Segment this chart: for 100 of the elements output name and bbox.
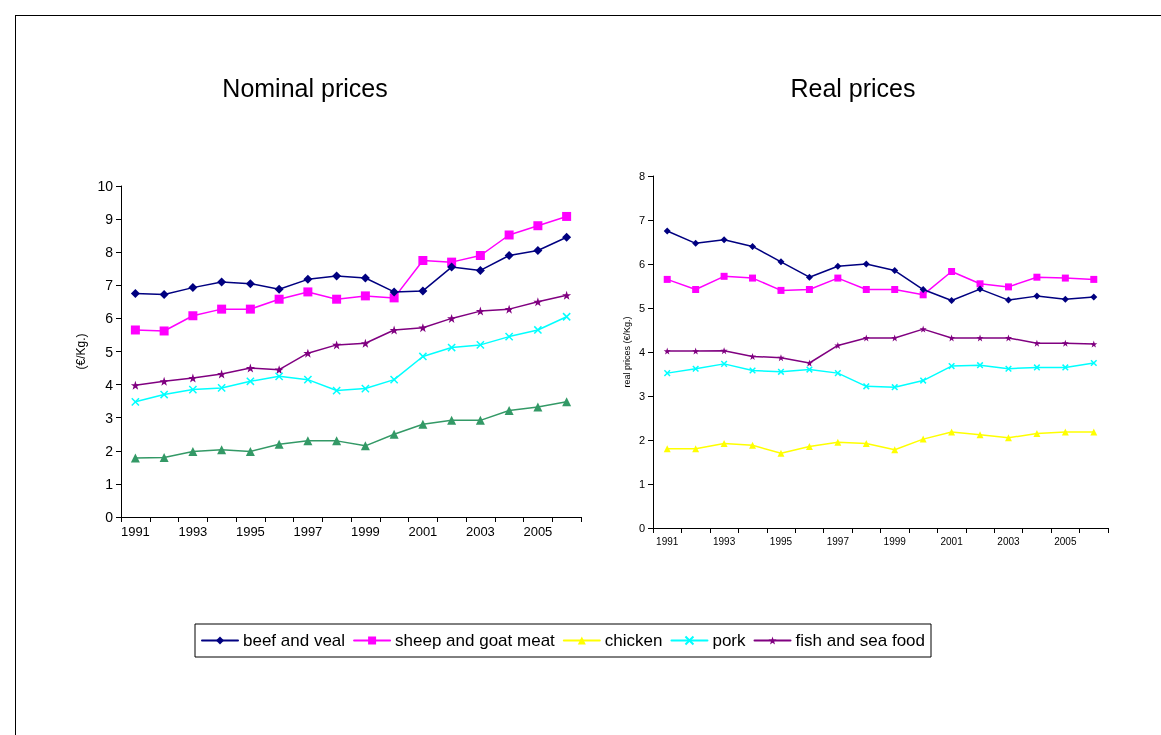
point (891, 334, 899, 342)
point (447, 343, 456, 352)
point (274, 371, 284, 381)
point (834, 438, 842, 446)
point (749, 441, 757, 449)
point (217, 304, 227, 314)
point (389, 287, 399, 297)
y-tick-label: 8 (105, 244, 114, 261)
y-tick-label: 7 (638, 214, 645, 226)
point (130, 325, 140, 335)
point (476, 340, 485, 350)
point (1061, 428, 1069, 436)
x-tick-label: 1997 (293, 524, 323, 539)
point (159, 452, 169, 462)
chart-title: Nominal prices (222, 73, 388, 102)
point (749, 242, 757, 250)
point (976, 285, 984, 293)
point (663, 347, 671, 355)
point (159, 326, 169, 336)
point (389, 375, 399, 384)
point (720, 272, 728, 280)
point (504, 405, 514, 415)
x-tick-label: 2001 (940, 535, 964, 547)
point (159, 376, 169, 386)
point (948, 267, 956, 275)
point (332, 386, 341, 395)
point (948, 334, 956, 342)
point (777, 449, 785, 457)
point (130, 289, 140, 299)
point (1090, 275, 1098, 283)
point (1004, 283, 1012, 291)
y-tick-label: 2 (105, 442, 114, 459)
point (1033, 273, 1041, 281)
point (504, 332, 514, 341)
point (692, 239, 700, 247)
point (389, 429, 399, 439)
y-tick-label: 6 (638, 258, 645, 270)
point (274, 284, 284, 294)
point (692, 286, 700, 294)
point (475, 251, 485, 261)
point (533, 402, 543, 412)
y-tick-label: 3 (638, 390, 645, 402)
x-tick-label: 1995 (235, 524, 265, 539)
y-tick-label: 5 (105, 343, 114, 360)
y-tick-label: 0 (105, 509, 114, 525)
point (303, 348, 313, 358)
point (976, 431, 984, 439)
point (862, 260, 870, 268)
legend-label: chicken (604, 631, 663, 650)
point (805, 443, 813, 451)
point (303, 274, 313, 284)
point (919, 286, 927, 294)
point (862, 440, 870, 448)
point (891, 286, 899, 294)
point (1033, 339, 1041, 347)
x-tick-label: 1993 (178, 524, 208, 539)
point (919, 325, 927, 333)
point (562, 290, 572, 300)
point (749, 352, 757, 360)
x-tick-label: 1995 (769, 535, 793, 547)
point (533, 221, 543, 231)
point (533, 325, 543, 335)
point (217, 277, 227, 287)
point (692, 365, 700, 373)
point (805, 286, 813, 294)
point (862, 382, 870, 390)
point (1004, 296, 1012, 304)
point (303, 287, 313, 297)
y-axis-title: real prices (€/Kg.) (621, 316, 632, 388)
point (1061, 339, 1069, 347)
point (188, 283, 198, 293)
point (720, 347, 728, 355)
y-tick-label: 5 (638, 302, 645, 314)
point (130, 453, 140, 463)
point (777, 354, 785, 362)
point (159, 290, 169, 300)
point (130, 380, 140, 390)
point (562, 211, 572, 221)
y-tick-label: 4 (638, 346, 645, 358)
point (504, 230, 514, 240)
point (159, 390, 169, 399)
point (834, 262, 842, 270)
point (720, 440, 728, 448)
point (1090, 293, 1098, 301)
point (1090, 340, 1098, 348)
x-tick-label: 1991 (656, 535, 679, 547)
legend-label: beef and veal (243, 631, 346, 650)
y-tick-label: 1 (105, 475, 114, 492)
point (1033, 429, 1041, 437)
x-tick-label: 2003 (465, 524, 495, 539)
point (720, 360, 728, 368)
y-tick-label: 9 (105, 211, 114, 228)
point (777, 258, 785, 266)
y-tick-label: 6 (105, 310, 114, 327)
y-tick-label: 7 (105, 277, 114, 294)
x-tick-label: 1999 (350, 524, 380, 539)
point (976, 334, 984, 342)
point (447, 262, 457, 272)
point (862, 286, 870, 294)
y-tick-label: 2 (638, 434, 645, 446)
